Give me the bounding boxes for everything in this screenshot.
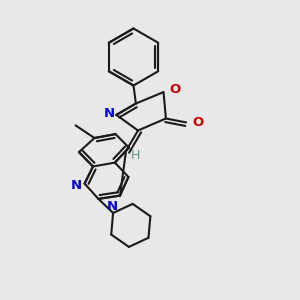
Text: O: O [169, 83, 180, 96]
Text: N: N [71, 178, 82, 192]
Text: N: N [106, 200, 118, 213]
Text: O: O [193, 116, 204, 129]
Text: H: H [130, 149, 140, 162]
Text: N: N [104, 107, 115, 120]
